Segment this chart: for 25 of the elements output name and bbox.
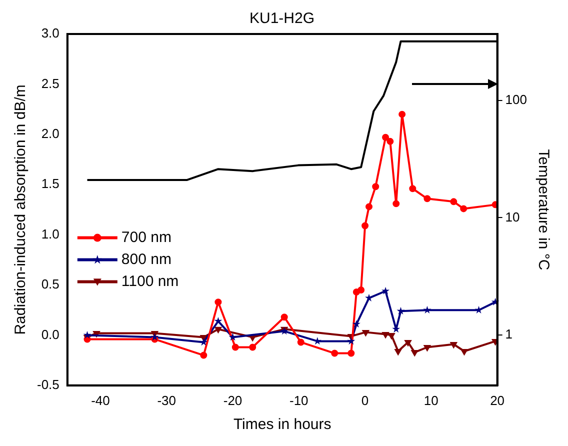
- x-tick-label: 0: [361, 392, 369, 408]
- y-tick-label: 2.5: [41, 76, 60, 91]
- y-tick-label: 1.0: [41, 226, 60, 242]
- x-tick-label: -20: [223, 392, 242, 408]
- y2-tick-label: 10: [505, 209, 520, 224]
- y-tick-label: 2.0: [41, 126, 60, 141]
- y-axis-title: Radiation-induced absorption in dB/m: [12, 84, 30, 335]
- chart-title: KU1-H2G: [249, 10, 315, 28]
- legend-label: 800 nm: [121, 250, 172, 268]
- y2-tick-label: 1: [505, 326, 513, 342]
- y-tick-label: -0.5: [36, 376, 60, 392]
- x-tick-label: 10: [424, 392, 438, 408]
- y2-axis-title: Temperature in °C: [534, 149, 552, 270]
- x-tick-label: 20: [490, 392, 505, 408]
- y-tick-label: 0.0: [41, 326, 60, 342]
- legend-label: 1100 nm: [121, 272, 179, 290]
- y-tick-label: 3.0: [41, 26, 60, 41]
- legend-label: 700 nm: [121, 228, 172, 246]
- x-tick-label: -30: [157, 392, 176, 408]
- y-tick-label: 1.5: [41, 176, 60, 192]
- x-axis-title: Times in hours: [233, 416, 332, 434]
- y2-tick-label: 100: [505, 92, 528, 108]
- x-tick-label: -10: [289, 392, 308, 408]
- x-tick-label: -40: [91, 392, 110, 408]
- y-tick-label: 0.5: [41, 276, 60, 292]
